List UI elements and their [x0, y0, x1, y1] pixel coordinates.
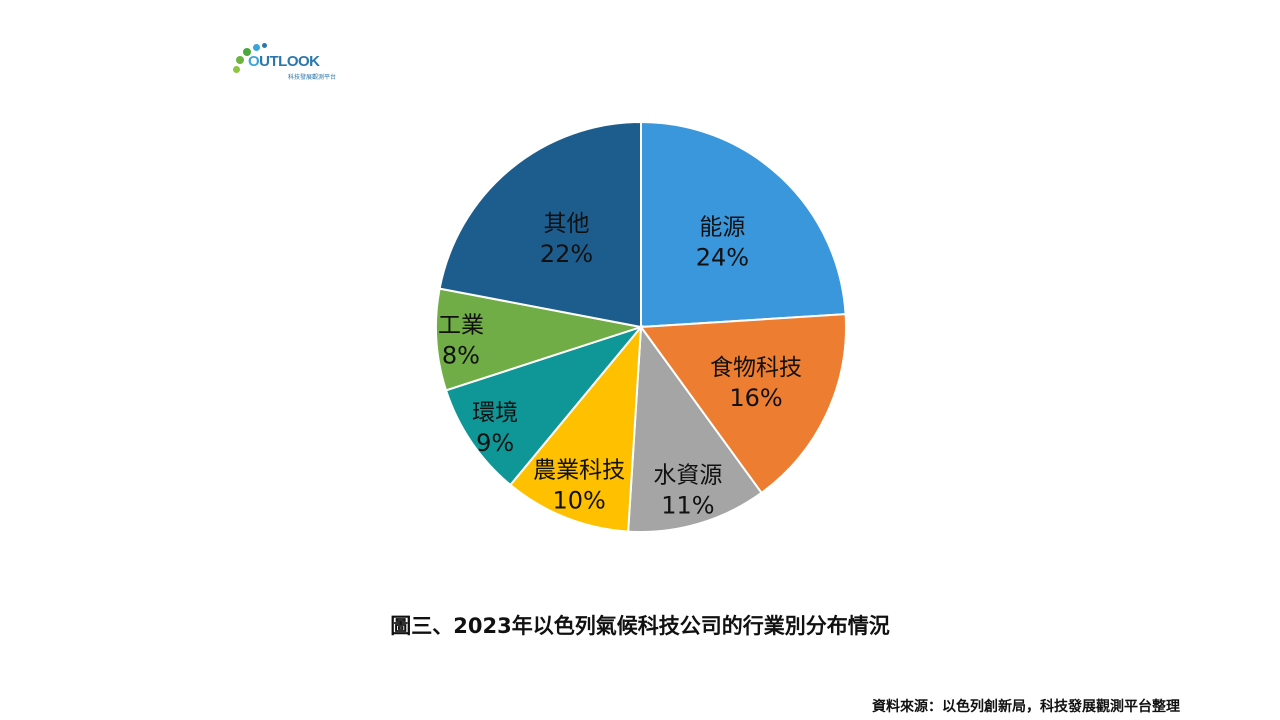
- logo-dot: [233, 66, 240, 73]
- logo-subtitle: 科技發展觀測平台: [288, 74, 337, 81]
- slice-percent-label: 24%: [696, 243, 749, 271]
- pie-slice-3: [627, 324, 763, 533]
- slice-label: 其他: [544, 211, 590, 237]
- pie-slice-5: [444, 324, 644, 487]
- pie-slices: [435, 120, 847, 533]
- slice-percent-label: 8%: [442, 341, 480, 369]
- slice-label: 工業: [438, 312, 484, 338]
- pie-slice-1: [640, 120, 847, 329]
- pie-slice-2: [639, 313, 847, 495]
- slice-percent-label: 9%: [476, 429, 514, 457]
- logo-dot: [253, 44, 260, 51]
- pie-slice-4: [508, 323, 643, 533]
- logo-dot: [262, 43, 267, 48]
- logo-wordmark: OUTLOOK: [248, 53, 320, 70]
- slice-percent-label: 22%: [540, 240, 593, 268]
- logo-dot: [236, 56, 244, 64]
- outlook-logo: OUTLOOK 科技發展觀測平台: [230, 42, 342, 84]
- chart-caption: 圖三、2023年以色列氣候科技公司的行業別分布情況: [390, 614, 890, 638]
- pie-slice-6: [435, 287, 642, 392]
- source-note: 資料來源：以色列創新局，科技發展觀測平台整理: [872, 699, 1180, 715]
- slice-label: 能源: [699, 214, 745, 240]
- pie-slice-7: [438, 120, 642, 329]
- slice-percent-label: 16%: [729, 384, 782, 412]
- slice-label: 水資源: [653, 462, 722, 488]
- slice-percent-label: 11%: [661, 491, 714, 519]
- logo-dot: [243, 48, 251, 56]
- slice-label: 農業科技: [533, 457, 625, 483]
- slice-label: 食物科技: [710, 355, 802, 381]
- pie-labels: 能源 24% 食物科技 16% 水資源 11% 農業科技 10% 環境 9% 工業 8% 其他 22%: [438, 211, 802, 519]
- pie-chart: 能源 24% 食物科技 16% 水資源 11% 農業科技 10% 環境 9% 工業 8% 其他 22%: [435, 120, 847, 533]
- slice-label: 環境: [472, 400, 518, 426]
- slice-percent-label: 10%: [552, 486, 605, 514]
